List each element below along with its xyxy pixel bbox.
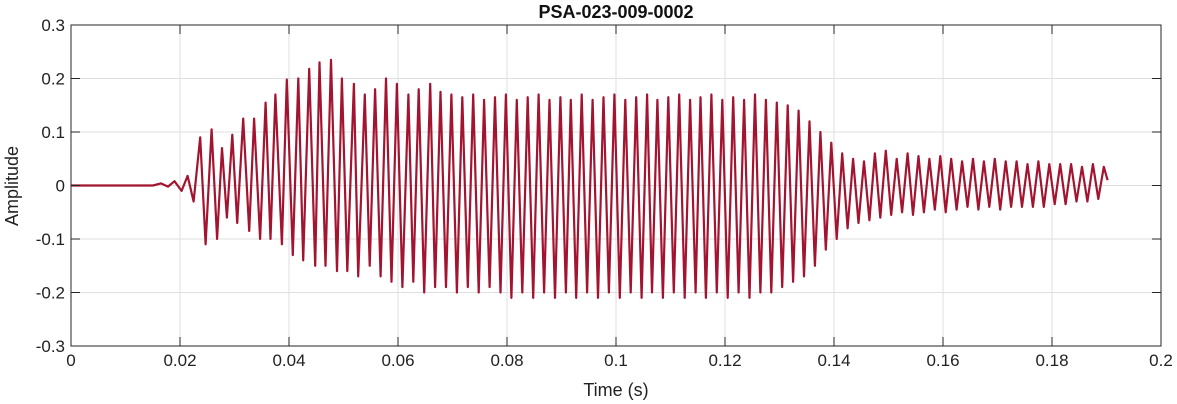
chart-title: PSA-023-009-0002 [538,2,693,22]
grid-lines [71,25,1161,346]
y-tick-label: 0.3 [41,16,65,35]
y-tick-label: 0.2 [41,70,65,89]
y-tick-label: -0.1 [36,230,65,249]
x-tick-label: 0.18 [1035,351,1068,370]
x-tick-label: 0 [66,351,75,370]
y-axis-ticks: -0.3 -0.2 -0.1 0 0.1 0.2 0.3 [36,16,1161,356]
y-tick-label: -0.2 [36,284,65,303]
y-axis-title: Amplitude [2,146,22,226]
series-line [71,58,1109,299]
y-tick-label: 0.1 [41,123,65,142]
y-tick-label: -0.3 [36,337,65,356]
x-tick-label: 0.16 [926,351,959,370]
x-tick-label: 0.1 [604,351,628,370]
y-tick-label: 0 [56,177,65,196]
x-axis-title: Time (s) [583,380,648,400]
x-tick-label: 0.14 [817,351,850,370]
x-tick-label: 0.08 [490,351,523,370]
x-tick-label: 0.12 [708,351,741,370]
x-tick-label: 0.04 [272,351,305,370]
x-axis-ticks: 0 0.02 0.04 0.06 0.08 0.1 0.12 0.14 0.16 0.18 0.2 [66,25,1173,370]
x-tick-label: 0.02 [163,351,196,370]
x-tick-label: 0.2 [1149,351,1173,370]
x-tick-label: 0.06 [381,351,414,370]
waveform-line [71,58,1109,299]
